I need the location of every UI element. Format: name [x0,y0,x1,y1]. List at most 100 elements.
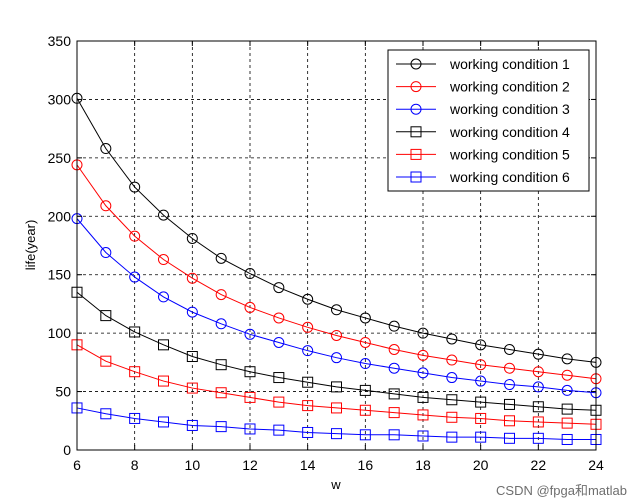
data-point [273,336,285,348]
x-tick-label: 14 [300,457,316,473]
legend-marker [410,171,422,183]
x-tick-label: 10 [185,457,201,473]
data-point [215,318,227,330]
data-point [129,412,141,424]
y-tick-label: 300 [48,91,72,107]
x-tick-label: 20 [473,457,489,473]
data-point [244,328,256,340]
series-line [76,344,597,425]
data-point [100,355,112,367]
data-point [417,430,429,442]
data-point [504,379,515,391]
data-point [302,400,314,412]
data-point [331,402,342,414]
data-point [532,401,544,413]
data-point [158,375,169,387]
data-point [215,359,227,371]
ticks-group: 6 8 10 12 14 16 18 20 22 24 0 50 100 150 200 250 300 350 [48,33,604,473]
data-point [273,372,285,384]
legend-entry-3: working condition 3 [396,101,570,117]
data-point [388,362,400,374]
data-point [359,336,371,348]
watermark: CSDN @fpga和matlab [496,483,627,498]
grid-lines [77,41,596,450]
legend-entry-5: working condition 5 [396,146,570,162]
legend-marker [410,58,422,70]
legend-label: working condition 4 [449,124,570,140]
data-point [331,352,342,364]
data-point [215,289,227,301]
data-point [417,327,429,339]
legend-label: working condition 5 [449,146,570,162]
data-point [561,369,573,381]
x-tick-label: 18 [415,457,431,473]
series-line [76,407,596,440]
data-point [331,329,342,341]
data-point [331,381,342,393]
data-point [302,376,314,388]
data-point [475,375,487,387]
data-point [446,372,458,384]
data-point [359,358,371,370]
data-point [446,333,458,345]
data-point [504,415,515,427]
data-point [417,367,429,379]
data-point [359,429,371,441]
data-point [158,416,169,428]
data-point [504,362,515,374]
data-point [388,429,400,441]
legend-entry-2: working condition 2 [396,79,570,95]
plot-frame [76,40,597,451]
legend-label: working condition 2 [449,79,570,95]
data-point [504,432,515,444]
data-point [561,417,573,429]
data-point [273,396,285,408]
data-point [302,321,314,333]
data-point [273,424,285,436]
data-point [331,304,342,316]
data-point [359,404,371,416]
legend: working condition 1 working condition 2 wo… [387,49,590,192]
data-point [100,247,112,259]
data-point [273,312,285,324]
data-point [446,354,458,366]
data-point [504,398,515,410]
x-tick-label: 8 [131,457,139,473]
data-point [186,382,198,394]
data-point [129,366,141,378]
x-tick-label: 16 [358,457,374,473]
data-point [475,412,487,424]
data-point [244,423,256,435]
series-line [76,164,597,380]
data-point [446,431,458,443]
data-point [129,271,141,283]
data-point [129,326,141,338]
data-point [244,366,256,378]
data-point [388,344,400,356]
legend-entry-6: working condition 6 [396,169,570,185]
data-point [244,301,256,313]
data-point [273,282,285,294]
data-point [532,432,544,444]
data-point [100,310,112,322]
data-point [158,291,169,303]
data-point [388,407,400,419]
data-point [532,366,544,378]
data-point [186,306,198,318]
data-point [129,230,141,242]
legend-label: working condition 1 [449,56,570,72]
data-point [475,396,487,408]
data-point [561,433,573,445]
data-point [359,312,371,324]
data-point [446,394,458,406]
data-point [561,403,573,415]
data-point [302,345,314,357]
y-tick-label: 200 [48,208,72,224]
data-point [186,232,198,244]
data-point [158,209,169,221]
data-point [158,339,169,351]
data-point [215,252,227,264]
legend-marker [410,81,422,93]
data-point [446,411,458,423]
